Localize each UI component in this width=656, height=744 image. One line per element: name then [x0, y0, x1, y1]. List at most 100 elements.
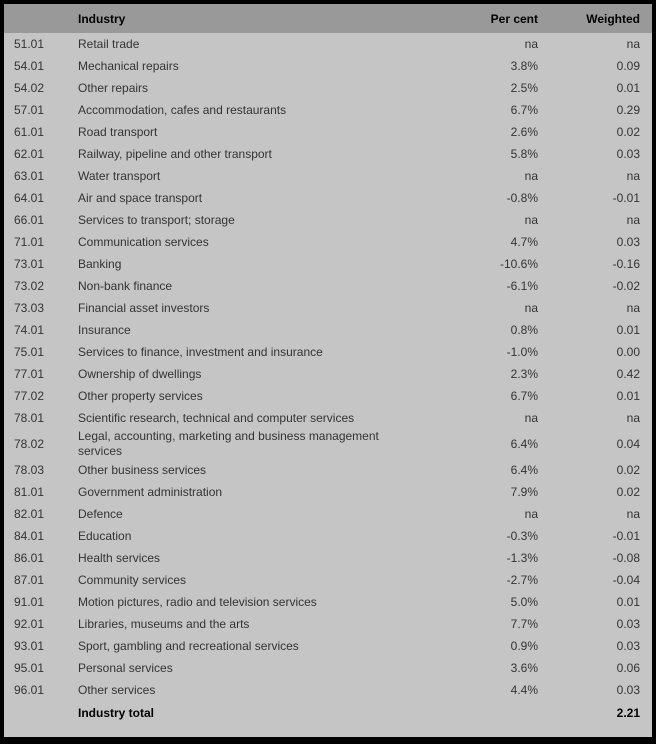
weighted-cell: -0.08	[542, 547, 652, 569]
table-header: Industry Per cent Weighted	[4, 4, 652, 33]
industry-cell: Insurance	[70, 319, 422, 341]
code-cell: 73.03	[4, 297, 70, 319]
table-row: 78.02 Legal, accounting, marketing and b…	[4, 429, 652, 459]
column-header-industry: Industry	[70, 4, 422, 33]
industry-cell: Sport, gambling and recreational service…	[70, 635, 422, 657]
industry-cell: Health services	[70, 547, 422, 569]
percent-cell: 3.6%	[422, 657, 542, 679]
industry-cell: Other repairs	[70, 77, 422, 99]
code-cell: 54.02	[4, 77, 70, 99]
weighted-cell: 0.03	[542, 679, 652, 701]
table-row: 74.01 Insurance 0.8% 0.01	[4, 319, 652, 341]
weighted-cell: na	[542, 297, 652, 319]
code-cell: 62.01	[4, 143, 70, 165]
weighted-cell: 0.01	[542, 77, 652, 99]
code-cell: 57.01	[4, 99, 70, 121]
table-row: 54.02 Other repairs 2.5% 0.01	[4, 77, 652, 99]
weighted-cell: 0.04	[542, 429, 652, 459]
industry-cell: Services to finance, investment and insu…	[70, 341, 422, 363]
code-cell: 73.01	[4, 253, 70, 275]
industry-cell: Other property services	[70, 385, 422, 407]
table-row: 77.02 Other property services 6.7% 0.01	[4, 385, 652, 407]
table-row: 66.01 Services to transport; storage na …	[4, 209, 652, 231]
code-cell: 71.01	[4, 231, 70, 253]
weighted-cell: 0.09	[542, 55, 652, 77]
weighted-cell: 0.03	[542, 613, 652, 635]
industry-cell: Community services	[70, 569, 422, 591]
weighted-cell: 0.03	[542, 231, 652, 253]
code-cell: 54.01	[4, 55, 70, 77]
weighted-cell: -0.02	[542, 275, 652, 297]
table-row: 95.01 Personal services 3.6% 0.06	[4, 657, 652, 679]
code-cell: 81.01	[4, 481, 70, 503]
weighted-cell: 0.01	[542, 319, 652, 341]
table-row: 64.01 Air and space transport -0.8% -0.0…	[4, 187, 652, 209]
weighted-cell: 0.02	[542, 481, 652, 503]
table-row: 84.01 Education -0.3% -0.01	[4, 525, 652, 547]
table-row: 96.01 Other services 4.4% 0.03	[4, 679, 652, 701]
industry-cell: Government administration	[70, 481, 422, 503]
percent-cell: 3.8%	[422, 55, 542, 77]
table-row: 61.01 Road transport 2.6% 0.02	[4, 121, 652, 143]
table-row: 75.01 Services to finance, investment an…	[4, 341, 652, 363]
weighted-cell: 0.01	[542, 385, 652, 407]
percent-cell: -6.1%	[422, 275, 542, 297]
percent-cell: 2.5%	[422, 77, 542, 99]
table-row: 73.03 Financial asset investors na na	[4, 297, 652, 319]
percent-cell: 2.6%	[422, 121, 542, 143]
code-cell: 87.01	[4, 569, 70, 591]
industry-cell: Retail trade	[70, 33, 422, 55]
code-cell: 82.01	[4, 503, 70, 525]
weighted-cell: -0.16	[542, 253, 652, 275]
industry-cell: Mechanical repairs	[70, 55, 422, 77]
percent-cell: na	[422, 165, 542, 187]
total-label: Industry total	[70, 701, 422, 725]
table-row: 81.01 Government administration 7.9% 0.0…	[4, 481, 652, 503]
code-cell: 93.01	[4, 635, 70, 657]
percent-cell: 2.3%	[422, 363, 542, 385]
table-row: 73.02 Non-bank finance -6.1% -0.02	[4, 275, 652, 297]
percent-cell: 6.4%	[422, 459, 542, 481]
table-row: 57.01 Accommodation, cafes and restauran…	[4, 99, 652, 121]
industry-cell: Education	[70, 525, 422, 547]
weighted-cell: na	[542, 407, 652, 429]
code-cell: 86.01	[4, 547, 70, 569]
code-cell: 74.01	[4, 319, 70, 341]
percent-cell: 4.4%	[422, 679, 542, 701]
percent-cell: 0.9%	[422, 635, 542, 657]
industry-cell: Legal, accounting, marketing and busines…	[70, 429, 422, 459]
percent-cell: -2.7%	[422, 569, 542, 591]
percent-cell: -10.6%	[422, 253, 542, 275]
weighted-cell: 0.03	[542, 143, 652, 165]
code-cell: 61.01	[4, 121, 70, 143]
code-cell: 77.01	[4, 363, 70, 385]
weighted-cell: na	[542, 165, 652, 187]
weighted-cell: 0.42	[542, 363, 652, 385]
weighted-cell: 0.02	[542, 459, 652, 481]
percent-cell: 0.8%	[422, 319, 542, 341]
industry-cell: Libraries, museums and the arts	[70, 613, 422, 635]
industry-cell: Scientific research, technical and compu…	[70, 407, 422, 429]
industry-table: Industry Per cent Weighted 51.01 Retail …	[4, 4, 652, 725]
percent-cell: 6.7%	[422, 99, 542, 121]
code-cell: 64.01	[4, 187, 70, 209]
code-cell: 78.03	[4, 459, 70, 481]
industry-cell: Motion pictures, radio and television se…	[70, 591, 422, 613]
table-row: 93.01 Sport, gambling and recreational s…	[4, 635, 652, 657]
code-cell: 84.01	[4, 525, 70, 547]
weighted-cell: -0.01	[542, 187, 652, 209]
column-header-code	[4, 4, 70, 33]
code-cell: 51.01	[4, 33, 70, 55]
industry-cell: Accommodation, cafes and restaurants	[70, 99, 422, 121]
industry-cell: Ownership of dwellings	[70, 363, 422, 385]
code-cell: 92.01	[4, 613, 70, 635]
weighted-cell: 0.00	[542, 341, 652, 363]
table-row: 92.01 Libraries, museums and the arts 7.…	[4, 613, 652, 635]
code-cell: 73.02	[4, 275, 70, 297]
code-cell: 63.01	[4, 165, 70, 187]
weighted-cell: na	[542, 503, 652, 525]
table-row: 73.01 Banking -10.6% -0.16	[4, 253, 652, 275]
percent-cell: na	[422, 297, 542, 319]
weighted-cell: -0.04	[542, 569, 652, 591]
total-weighted-value: 2.21	[542, 701, 652, 725]
